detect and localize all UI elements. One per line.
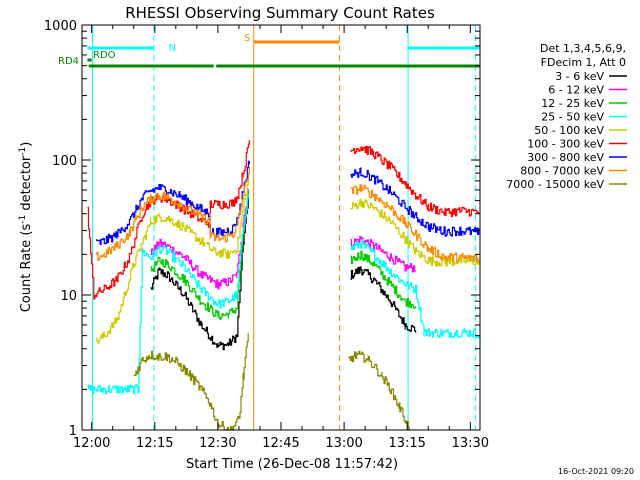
x-axis-label: Start Time (26-Dec-08 11:57:42) bbox=[186, 457, 398, 472]
mode-rd4-label: RD4 bbox=[58, 56, 79, 67]
series-line-1 bbox=[150, 188, 417, 290]
series-line-5 bbox=[87, 140, 480, 300]
x-axis: 12:00 12:15 12:30 12:45 13:00 13:15 13:30 bbox=[73, 25, 489, 451]
legend-label-1: 6 - 12 keV bbox=[548, 84, 604, 97]
legend-label-7: 800 - 7000 keV bbox=[520, 165, 604, 178]
y-tick-label-0: 1 bbox=[69, 424, 77, 439]
generation-timestamp: 16-Oct-2021 09:20 bbox=[558, 467, 634, 476]
legend-label-5: 100 - 300 keV bbox=[527, 138, 604, 151]
y-tick-label-2: 100 bbox=[52, 154, 77, 169]
x-tick-label-6: 13:30 bbox=[452, 436, 489, 451]
x-tick-label-5: 13:15 bbox=[388, 436, 425, 451]
y-axis-label-end: ) bbox=[19, 142, 34, 147]
series-line-3 bbox=[87, 193, 480, 395]
legend-label-8: 7000 - 15000 keV bbox=[506, 178, 604, 191]
y-axis-label-mid: detector bbox=[19, 155, 34, 215]
legend-label-6: 300 - 800 keV bbox=[527, 151, 604, 164]
x-tick-label-0: 12:00 bbox=[73, 436, 110, 451]
legend-label-4: 50 - 100 keV bbox=[534, 124, 604, 137]
x-tick-label-2: 12:30 bbox=[199, 436, 236, 451]
legend-header-line1: Det 1,3,4,5,6,9, bbox=[540, 42, 626, 55]
y-axis: 1 10 100 1000 bbox=[44, 19, 480, 439]
legend-label-0: 3 - 6 keV bbox=[555, 70, 604, 83]
y-tick-label-3: 1000 bbox=[44, 19, 77, 34]
marker-s-label: S bbox=[244, 33, 250, 44]
x-tick-label-3: 12:45 bbox=[262, 436, 299, 451]
series-line-0 bbox=[150, 198, 417, 351]
series-line-2 bbox=[150, 190, 417, 320]
marker-n-label: N bbox=[169, 43, 176, 54]
y-axis-label-sup2: -1 bbox=[18, 147, 28, 156]
series-lines bbox=[87, 140, 480, 431]
chart-title: RHESSI Observing Summary Count Rates bbox=[125, 4, 435, 22]
x-tick-label-4: 13:00 bbox=[325, 436, 362, 451]
mode-rdo-label: RDO bbox=[93, 50, 116, 61]
y-axis-label-sup1: -1 bbox=[18, 215, 28, 224]
series-line-4 bbox=[95, 179, 480, 344]
series-line-6 bbox=[95, 160, 480, 245]
legend-label-3: 25 - 50 keV bbox=[541, 111, 604, 124]
legend-label-2: 12 - 25 keV bbox=[541, 97, 604, 110]
attenuator-markers: N S RDO RD4 bbox=[58, 33, 480, 68]
y-tick-label-1: 10 bbox=[60, 289, 77, 304]
legend-header-line2: FDecim 1, Att 0 bbox=[541, 56, 626, 69]
y-axis-label-main: Count Rate (s bbox=[19, 224, 34, 313]
series-line-8 bbox=[133, 333, 410, 431]
x-tick-label-1: 12:15 bbox=[136, 436, 173, 451]
series-line-7 bbox=[95, 167, 479, 263]
y-axis-label: Count Rate (s-1 detector-1) bbox=[18, 142, 34, 313]
legend: Det 1,3,4,5,6,9, FDecim 1, Att 0 3 - 6 k… bbox=[506, 42, 627, 191]
